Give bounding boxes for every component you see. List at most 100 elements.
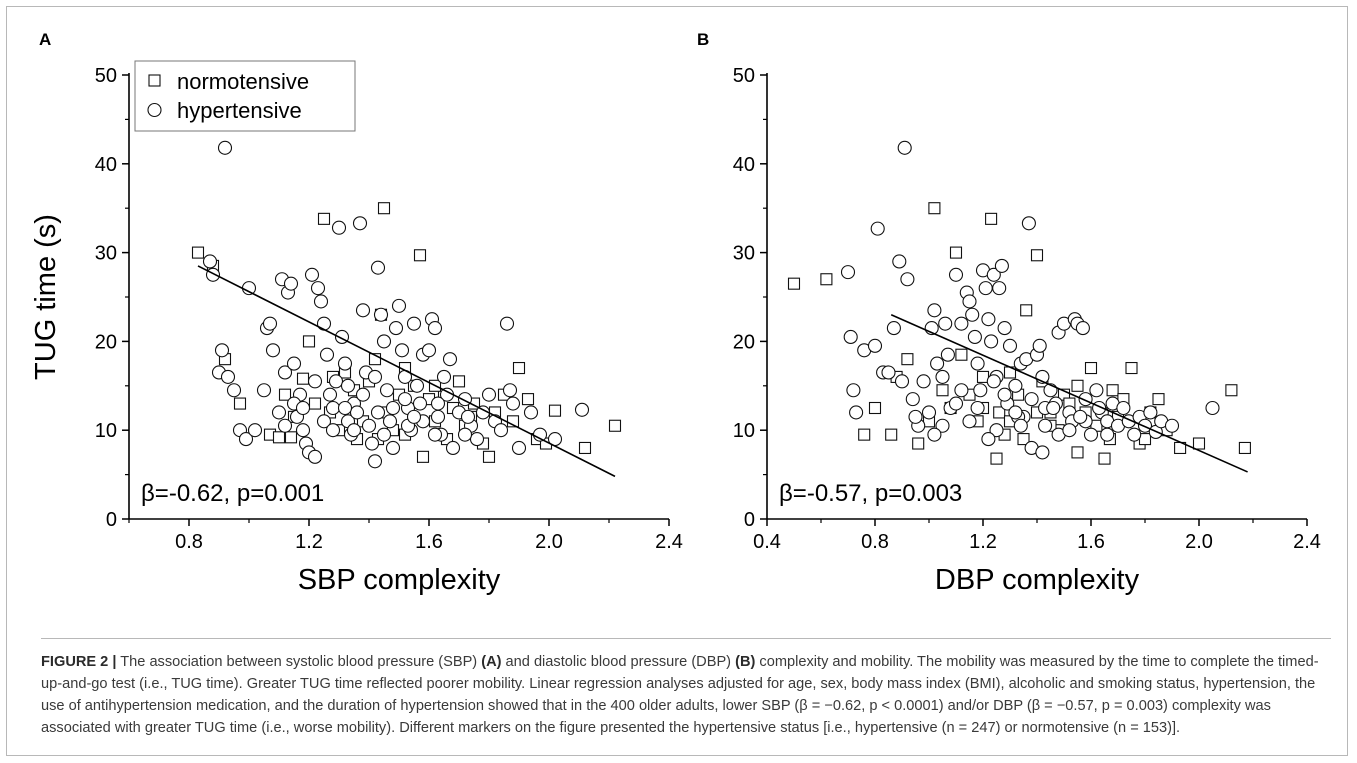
data-point-circle (457, 427, 473, 442)
x-tick-label: 2.0 (1185, 531, 1213, 553)
data-point-square (512, 361, 526, 375)
legend-box (134, 60, 356, 132)
data-point-circle (938, 316, 953, 331)
data-point-square (901, 353, 914, 366)
data-point-circle (337, 400, 353, 416)
caption-ref-b: (B) (735, 654, 756, 670)
data-point-square (928, 202, 941, 215)
data-point-circle (286, 356, 302, 371)
data-point-circle (460, 409, 476, 424)
data-point-circle (337, 356, 353, 371)
regression-line (197, 265, 616, 478)
data-point-circle (382, 414, 398, 429)
data-point-circle (430, 396, 446, 411)
stats-annotation: β=-0.62, p=0.001 (141, 480, 324, 507)
y-axis-label: TUG time (s) (30, 214, 62, 380)
data-point-circle (373, 307, 389, 322)
data-point-square (936, 384, 949, 397)
data-point-square (985, 212, 998, 225)
data-point-circle (574, 402, 590, 417)
figure-caption: FIGURE 2 | The association between systo… (41, 638, 1331, 739)
data-point-circle (997, 321, 1012, 336)
figure-frame: A 0 10 20 30 40 50 0.8 1.2 1.6 2.0 2.4 SBP complexit… (6, 6, 1348, 756)
data-point-circle (1021, 216, 1036, 231)
data-point-circle (1143, 405, 1158, 420)
y-tick-label: 20 (733, 331, 755, 353)
data-point-circle (256, 383, 272, 398)
figure-svg: A 0 10 20 30 40 50 0.8 1.2 1.6 2.0 2.4 SBP complexit… (30, 30, 1321, 596)
data-point-circle (295, 400, 311, 416)
x-axis-label: DBP complexity (935, 564, 1140, 596)
data-point-square (284, 431, 298, 444)
data-point-circle (409, 378, 425, 393)
data-point-circle (367, 454, 383, 469)
legend-marker-circle (147, 102, 162, 118)
series-hypertensive (202, 140, 590, 469)
data-point-circle (304, 267, 320, 282)
x-tick-label: 2.4 (1293, 531, 1321, 553)
data-point-circle (981, 432, 996, 447)
x-tick-label: 1.6 (415, 531, 443, 553)
data-point-square (1192, 437, 1206, 450)
x-tick-label: 1.2 (295, 531, 323, 553)
data-point-circle (916, 374, 931, 389)
data-point-square (1071, 379, 1084, 392)
data-point-circle (1008, 378, 1023, 393)
data-point-circle (421, 343, 437, 358)
data-point-circle (361, 418, 377, 433)
data-point-circle (1035, 445, 1050, 460)
data-point-square (949, 246, 963, 259)
data-point-circle (1164, 418, 1180, 433)
data-point-circle (352, 216, 368, 231)
data-point-square (868, 401, 882, 415)
data-point-square (302, 335, 316, 348)
y-tick-label: 40 (733, 154, 755, 176)
data-point-square (578, 441, 592, 455)
data-point-square (1125, 361, 1138, 375)
data-point-circle (238, 432, 254, 447)
data-point-circle (379, 383, 395, 398)
data-point-circle (954, 316, 969, 331)
data-point-square (820, 273, 833, 286)
data-point-circle (325, 423, 341, 438)
data-point-circle (364, 436, 380, 451)
data-point-circle (897, 140, 912, 155)
data-point-square (278, 388, 292, 401)
data-point-circle (1073, 409, 1088, 424)
data-point-circle (340, 378, 356, 393)
data-point-circle (295, 423, 311, 438)
panel-label: A (39, 30, 51, 49)
data-point-square (993, 406, 1006, 419)
data-point-square (787, 277, 801, 290)
caption-text-1: The association between systolic blood p… (116, 654, 482, 670)
panel-a: A 0 10 20 30 40 50 0.8 1.2 1.6 2.0 2.4 SBP complexit… (30, 30, 683, 596)
data-point-circle (385, 400, 401, 416)
data-point-circle (388, 321, 404, 336)
data-point-circle (481, 387, 497, 402)
data-point-square (233, 397, 247, 410)
data-point-circle (271, 405, 287, 420)
x-tick-label: 0.8 (175, 531, 203, 553)
data-point-circle (900, 272, 915, 287)
data-point-square (1017, 433, 1030, 446)
data-point-circle (927, 427, 942, 442)
stats-annotation: β=-0.57, p=0.003 (779, 480, 962, 507)
data-point-circle (307, 374, 323, 389)
data-point-circle (370, 405, 386, 420)
data-point-circle (1013, 418, 1028, 433)
data-point-circle (355, 387, 371, 402)
data-point-circle (325, 400, 341, 416)
data-point-square (272, 431, 286, 444)
data-point-circle (992, 281, 1007, 296)
data-point-circle (367, 369, 383, 384)
data-point-circle (1100, 427, 1115, 442)
x-axis-label: SBP complexity (298, 564, 501, 596)
data-point-circle (430, 409, 446, 424)
data-point-square (1084, 361, 1098, 375)
data-point-circle (967, 329, 982, 345)
data-point-circle (412, 396, 428, 411)
data-point-square (296, 372, 310, 385)
y-tick-label: 10 (95, 420, 117, 442)
panel-b: B 0 10 20 30 40 50 0.4 0.8 1.2 1.6 2.0 2.4 DBP comple… (697, 30, 1321, 596)
series-hypertensive (840, 140, 1220, 460)
